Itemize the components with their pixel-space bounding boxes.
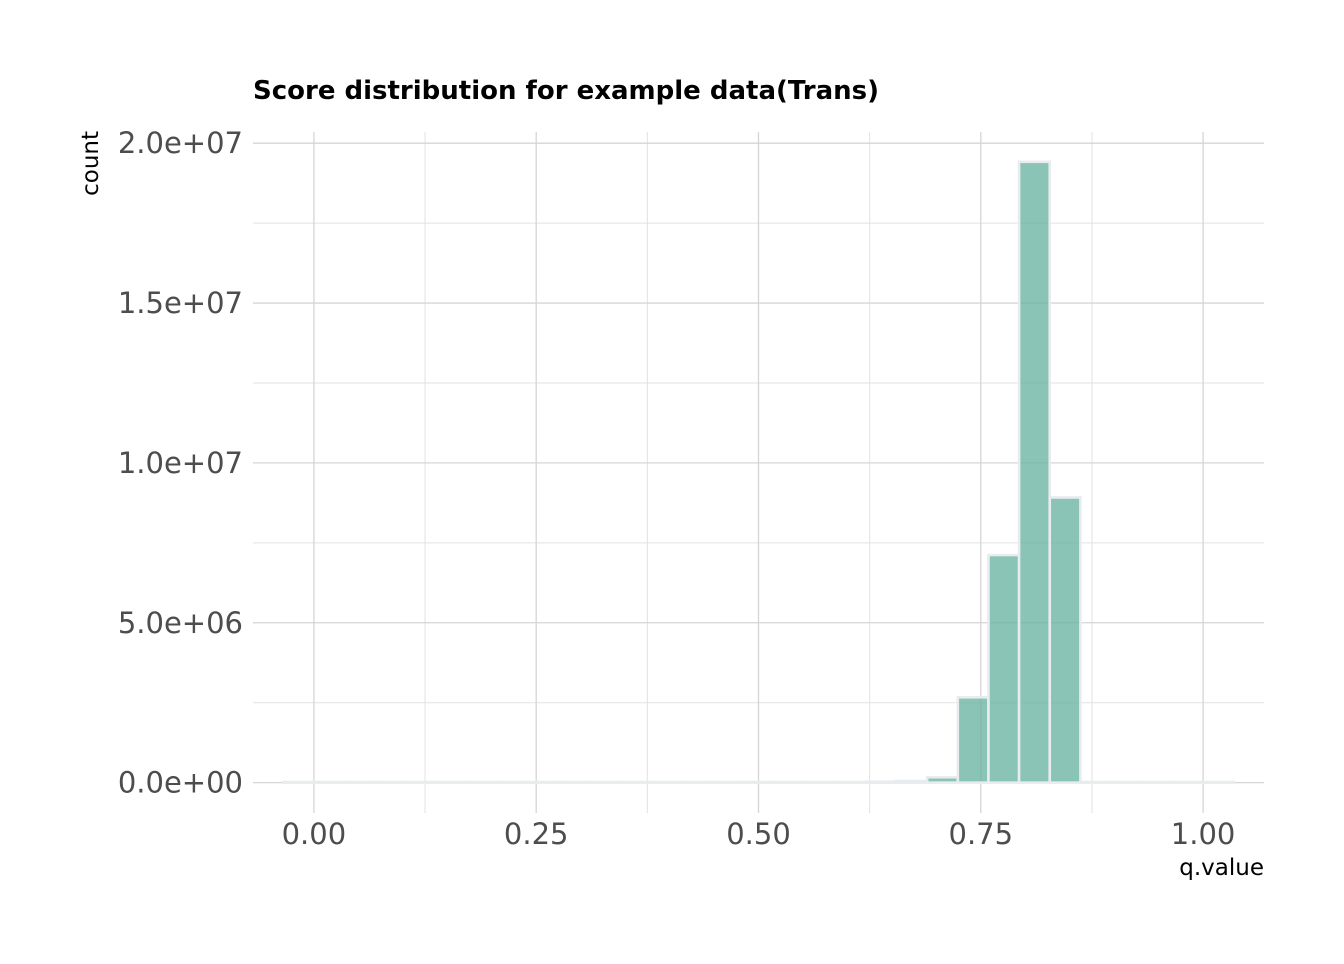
histogram-bar — [987, 553, 1021, 784]
histogram-bar — [1079, 780, 1113, 784]
x-axis-title: q.value — [1179, 855, 1264, 881]
histogram-bar — [772, 780, 806, 784]
y-tick-label: 1.5e+07 — [118, 286, 243, 320]
y-tick-label: 5.0e+06 — [118, 606, 243, 640]
histogram-bar — [649, 780, 684, 784]
histogram-bar — [373, 780, 408, 784]
histogram-bar — [588, 780, 622, 784]
histogram-bar — [1048, 496, 1082, 784]
histogram-bar — [281, 780, 316, 784]
x-tick-label: 0.50 — [726, 817, 791, 851]
histogram-bar — [343, 780, 377, 784]
histogram-bar — [895, 779, 929, 784]
histogram-bar — [1017, 160, 1052, 784]
y-tick-label: 2.0e+07 — [118, 126, 243, 160]
histogram-bar — [496, 780, 530, 784]
histogram-bar — [1201, 780, 1236, 784]
x-axis-ticks: 0.00 0.25 0.50 0.75 1.00 — [282, 817, 1236, 851]
histogram-bar — [619, 780, 653, 784]
y-tick-label: 1.0e+07 — [118, 446, 243, 480]
histogram-bar — [1171, 780, 1205, 784]
histogram-bar — [925, 775, 960, 784]
histogram-bar — [435, 780, 469, 784]
y-axis-title: count — [78, 131, 104, 196]
x-tick-label: 1.00 — [1171, 817, 1236, 851]
y-tick-label: 0.0e+00 — [118, 766, 243, 800]
x-tick-label: 0.00 — [282, 817, 347, 851]
histogram-bar — [312, 780, 346, 784]
histogram-bar — [1140, 780, 1174, 784]
histogram-bar — [956, 696, 990, 784]
histogram-bar — [680, 780, 714, 784]
histogram-bar — [527, 780, 561, 784]
histogram-bar — [557, 780, 592, 784]
x-tick-label: 0.75 — [949, 817, 1014, 851]
histogram-bars — [281, 160, 1236, 784]
histogram-bar — [833, 780, 868, 784]
histogram-bar — [404, 780, 438, 784]
x-tick-label: 0.25 — [504, 817, 569, 851]
histogram-bar — [711, 780, 745, 784]
histogram-bar — [803, 780, 837, 784]
y-axis-ticks: 0.0e+00 5.0e+06 1.0e+07 1.5e+07 2.0e+07 — [118, 126, 243, 799]
histogram-bar — [1109, 780, 1144, 784]
histogram-bar — [864, 780, 898, 784]
grid-lines — [253, 132, 1264, 813]
chart-title: Score distribution for example data(Tran… — [253, 76, 879, 106]
histogram-bar — [741, 780, 776, 784]
histogram-bar — [465, 780, 500, 784]
